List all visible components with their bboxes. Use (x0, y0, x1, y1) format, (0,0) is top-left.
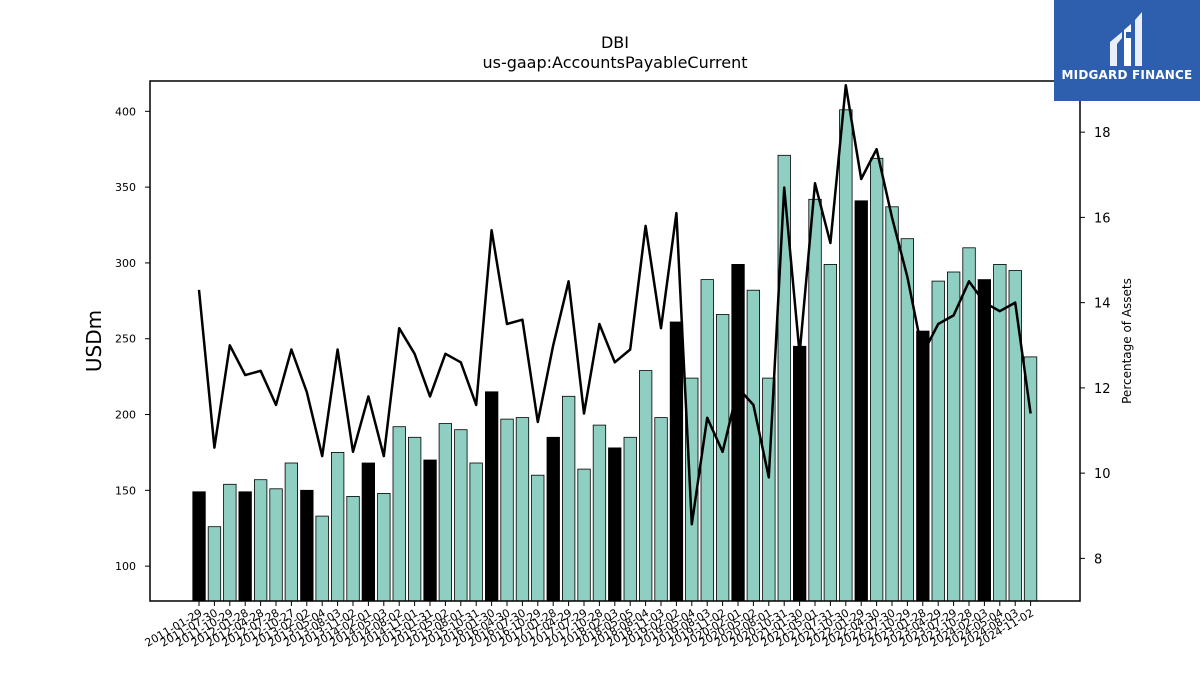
bar (361, 462, 376, 602)
bar (885, 206, 899, 602)
bar (746, 289, 760, 602)
y2-tick-label: 18 (1094, 126, 1111, 141)
chart-subtitle: us-gaap:AccountsPayableCurrent (482, 53, 747, 72)
bar (916, 330, 930, 602)
bar (423, 459, 437, 602)
x-axis: 2011-01-292011-07-302011-10-292012-01-28… (143, 601, 1036, 650)
y2-tick-label: 8 (1094, 552, 1102, 567)
bar (269, 488, 283, 602)
bar (469, 462, 483, 602)
bar (839, 109, 853, 602)
y-tick-label: 200 (115, 409, 136, 422)
y2-tick-label: 12 (1094, 382, 1111, 397)
bar (808, 198, 822, 602)
bar (377, 492, 391, 602)
bar (515, 417, 530, 602)
bar (608, 447, 622, 602)
bar (300, 489, 314, 602)
bar (716, 314, 730, 602)
bar (793, 345, 807, 602)
bar (854, 200, 868, 602)
y-tick-label: 350 (115, 181, 136, 194)
bar (454, 429, 468, 602)
logo-text: MIDGARD FINANCE (1061, 68, 1193, 82)
bar (392, 426, 406, 602)
bar (500, 418, 514, 602)
bar (962, 247, 976, 602)
brand-logo: MIDGARD FINANCE (1054, 0, 1200, 101)
bar (346, 495, 360, 602)
bar (207, 526, 222, 602)
bar (639, 370, 653, 602)
y-axis-label: USDm (82, 310, 106, 372)
y-tick-label: 250 (115, 333, 136, 346)
bar (330, 451, 345, 602)
y2-axis: 8 10 12 14 16 18 (1080, 126, 1111, 567)
bar (315, 515, 329, 602)
bar (977, 279, 991, 602)
y-axis: 100 150 200 250 300 350 400 (115, 105, 150, 573)
y2-tick-label: 16 (1094, 211, 1111, 226)
bars (192, 109, 1038, 602)
y2-tick-label: 14 (1094, 297, 1111, 312)
bar (1008, 270, 1022, 602)
bar (484, 391, 499, 602)
bar (669, 321, 684, 602)
bar (592, 424, 607, 602)
bar (253, 479, 268, 602)
bar (531, 474, 545, 602)
bar (623, 436, 637, 602)
bar (870, 157, 884, 602)
bar (546, 436, 560, 602)
bar (931, 280, 945, 602)
bar (284, 462, 299, 602)
bar (562, 395, 576, 602)
y-tick-label: 400 (115, 105, 136, 118)
bar (823, 263, 837, 602)
bar (192, 491, 206, 602)
chart-title: DBI (601, 33, 629, 52)
bar (731, 263, 745, 602)
bar (993, 263, 1007, 602)
bar (223, 483, 237, 602)
y-tick-label: 300 (115, 257, 136, 270)
bar (238, 491, 252, 602)
bar (654, 417, 668, 602)
y2-tick-label: 10 (1094, 467, 1111, 482)
y-tick-label: 100 (115, 560, 136, 573)
y2-axis-label: Percentage of Assets (1120, 278, 1134, 404)
y-tick-label: 150 (115, 484, 136, 497)
bar (407, 436, 422, 602)
bar (1023, 356, 1038, 602)
bar (577, 468, 591, 602)
pct-assets-line (197, 84, 1032, 526)
bar (947, 271, 961, 602)
bar (438, 423, 453, 602)
logo-mark-icon (1110, 12, 1142, 66)
